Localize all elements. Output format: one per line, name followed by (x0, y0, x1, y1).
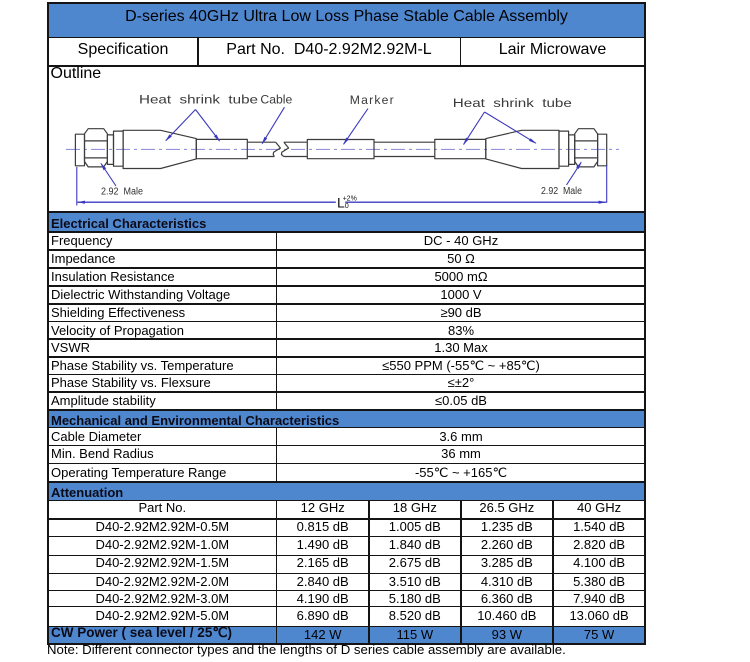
svg-text:L: L (337, 195, 345, 211)
svg-text:Cable: Cable (260, 93, 292, 107)
svg-text:0: 0 (345, 201, 349, 210)
svg-text:Heat shrink tube: Heat shrink tube (453, 96, 572, 110)
svg-text:Heat shrink tube: Heat shrink tube (139, 93, 258, 107)
svg-text:+2%: +2% (343, 195, 357, 202)
svg-text:2.92 Male: 2.92 Male (101, 187, 143, 198)
svg-text:2.92 Male: 2.92 Male (541, 186, 582, 197)
svg-text:Marker: Marker (350, 93, 394, 107)
